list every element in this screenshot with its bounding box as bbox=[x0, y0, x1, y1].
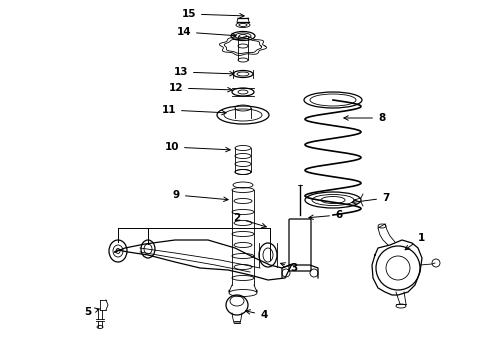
Text: 13: 13 bbox=[173, 67, 234, 77]
Text: 11: 11 bbox=[162, 105, 226, 115]
Text: 3: 3 bbox=[281, 263, 297, 273]
Text: 1: 1 bbox=[405, 233, 425, 250]
Text: 14: 14 bbox=[176, 27, 236, 38]
Text: 8: 8 bbox=[344, 113, 385, 123]
Text: 9: 9 bbox=[173, 190, 228, 202]
Text: 6: 6 bbox=[309, 210, 342, 220]
Text: 15: 15 bbox=[181, 9, 244, 19]
Text: 4: 4 bbox=[246, 310, 268, 320]
Text: 5: 5 bbox=[84, 307, 99, 317]
Text: 12: 12 bbox=[169, 83, 232, 93]
Text: 10: 10 bbox=[165, 142, 230, 152]
Text: 2: 2 bbox=[233, 213, 266, 228]
Text: 7: 7 bbox=[352, 193, 390, 204]
